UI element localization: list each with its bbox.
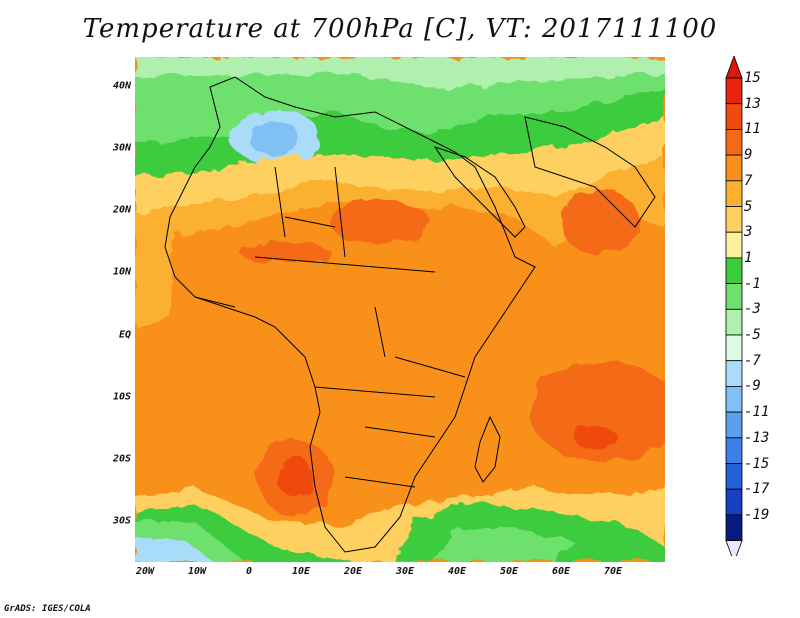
- colorbar-swatch: [725, 206, 743, 233]
- colorbar-label: -17: [744, 481, 770, 498]
- colorbar-label: -9: [744, 378, 761, 395]
- lon-label-60e: 60E: [551, 566, 571, 577]
- grads-credit: GrADS: IGES/COLA: [4, 604, 91, 614]
- colorbar-swatch: [725, 514, 743, 541]
- lat-label-10s: 10S: [112, 391, 131, 403]
- temperature-map: [135, 57, 665, 562]
- colorbar-label: -13: [744, 429, 770, 446]
- lat-label-20n: 20N: [112, 204, 131, 216]
- colorbar-swatch: [725, 463, 743, 490]
- colorbar: [725, 56, 743, 556]
- colorbar-label: 11: [744, 121, 761, 138]
- colorbar-label: -7: [744, 352, 761, 369]
- lon-label-0: 0: [245, 566, 253, 577]
- colorbar-swatch: [725, 77, 743, 105]
- colorbar-label: -5: [744, 327, 761, 343]
- colorbar-swatch: [725, 308, 743, 336]
- lon-label-10w: 10W: [187, 566, 207, 577]
- lon-label-10e: 10E: [291, 566, 311, 577]
- colorbar-label: -3: [744, 301, 761, 318]
- lon-label-40e: 40E: [447, 566, 467, 577]
- colorbar-swatch: [725, 283, 743, 310]
- colorbar-label: 3: [744, 224, 753, 241]
- lat-label-30n: 30N: [112, 142, 131, 154]
- colorbar-swatch: [725, 411, 743, 439]
- lat-label-40n: 40N: [112, 80, 131, 92]
- colorbar-swatch: [725, 231, 743, 259]
- colorbar-swatch: [725, 488, 743, 516]
- coastlines: [164, 76, 656, 553]
- lat-label-20s: 20S: [112, 453, 131, 465]
- colorbar-swatch: [725, 180, 743, 207]
- colorbar-swatch: [725, 334, 743, 362]
- lat-label-10n: 10N: [112, 266, 131, 278]
- colorbar-swatch: [725, 129, 743, 156]
- lat-label-eq: EQ: [118, 329, 131, 341]
- colorbar-label: 1: [744, 249, 753, 266]
- colorbar-swatch: [725, 437, 743, 464]
- colorbar-label: -19: [744, 506, 770, 523]
- colorbar-label: 9: [744, 147, 753, 164]
- lon-label-50e: 50E: [499, 566, 519, 577]
- lon-label-30e: 30E: [395, 566, 415, 577]
- colorbar-swatch: [725, 257, 743, 284]
- colorbar-label: 5: [744, 198, 753, 215]
- map-canvas: [135, 57, 665, 562]
- lon-label-70e: 70E: [603, 566, 623, 577]
- colorbar-swatch: [725, 385, 743, 413]
- colorbar-label: 7: [744, 172, 753, 189]
- colorbar-label: -11: [744, 404, 770, 421]
- lat-label-30s: 30S: [112, 515, 131, 527]
- colorbar-label: 15: [744, 70, 761, 86]
- colorbar-label: -15: [744, 455, 770, 472]
- lon-label-20e: 20E: [343, 566, 363, 577]
- colorbar-swatch: [725, 360, 743, 387]
- colorbar-top-arrow: [725, 56, 743, 79]
- lon-label-20w: 20W: [135, 566, 155, 577]
- temperature-contours: [135, 57, 665, 562]
- map-title: Temperature at 700hPa [C], VT: 201711110…: [82, 14, 718, 44]
- colorbar-swatch: [725, 154, 743, 182]
- colorbar-bottom-arrow: [725, 540, 743, 556]
- colorbar-swatch: [725, 103, 743, 130]
- colorbar-label: -1: [744, 275, 761, 292]
- colorbar-label: 13: [744, 95, 761, 112]
